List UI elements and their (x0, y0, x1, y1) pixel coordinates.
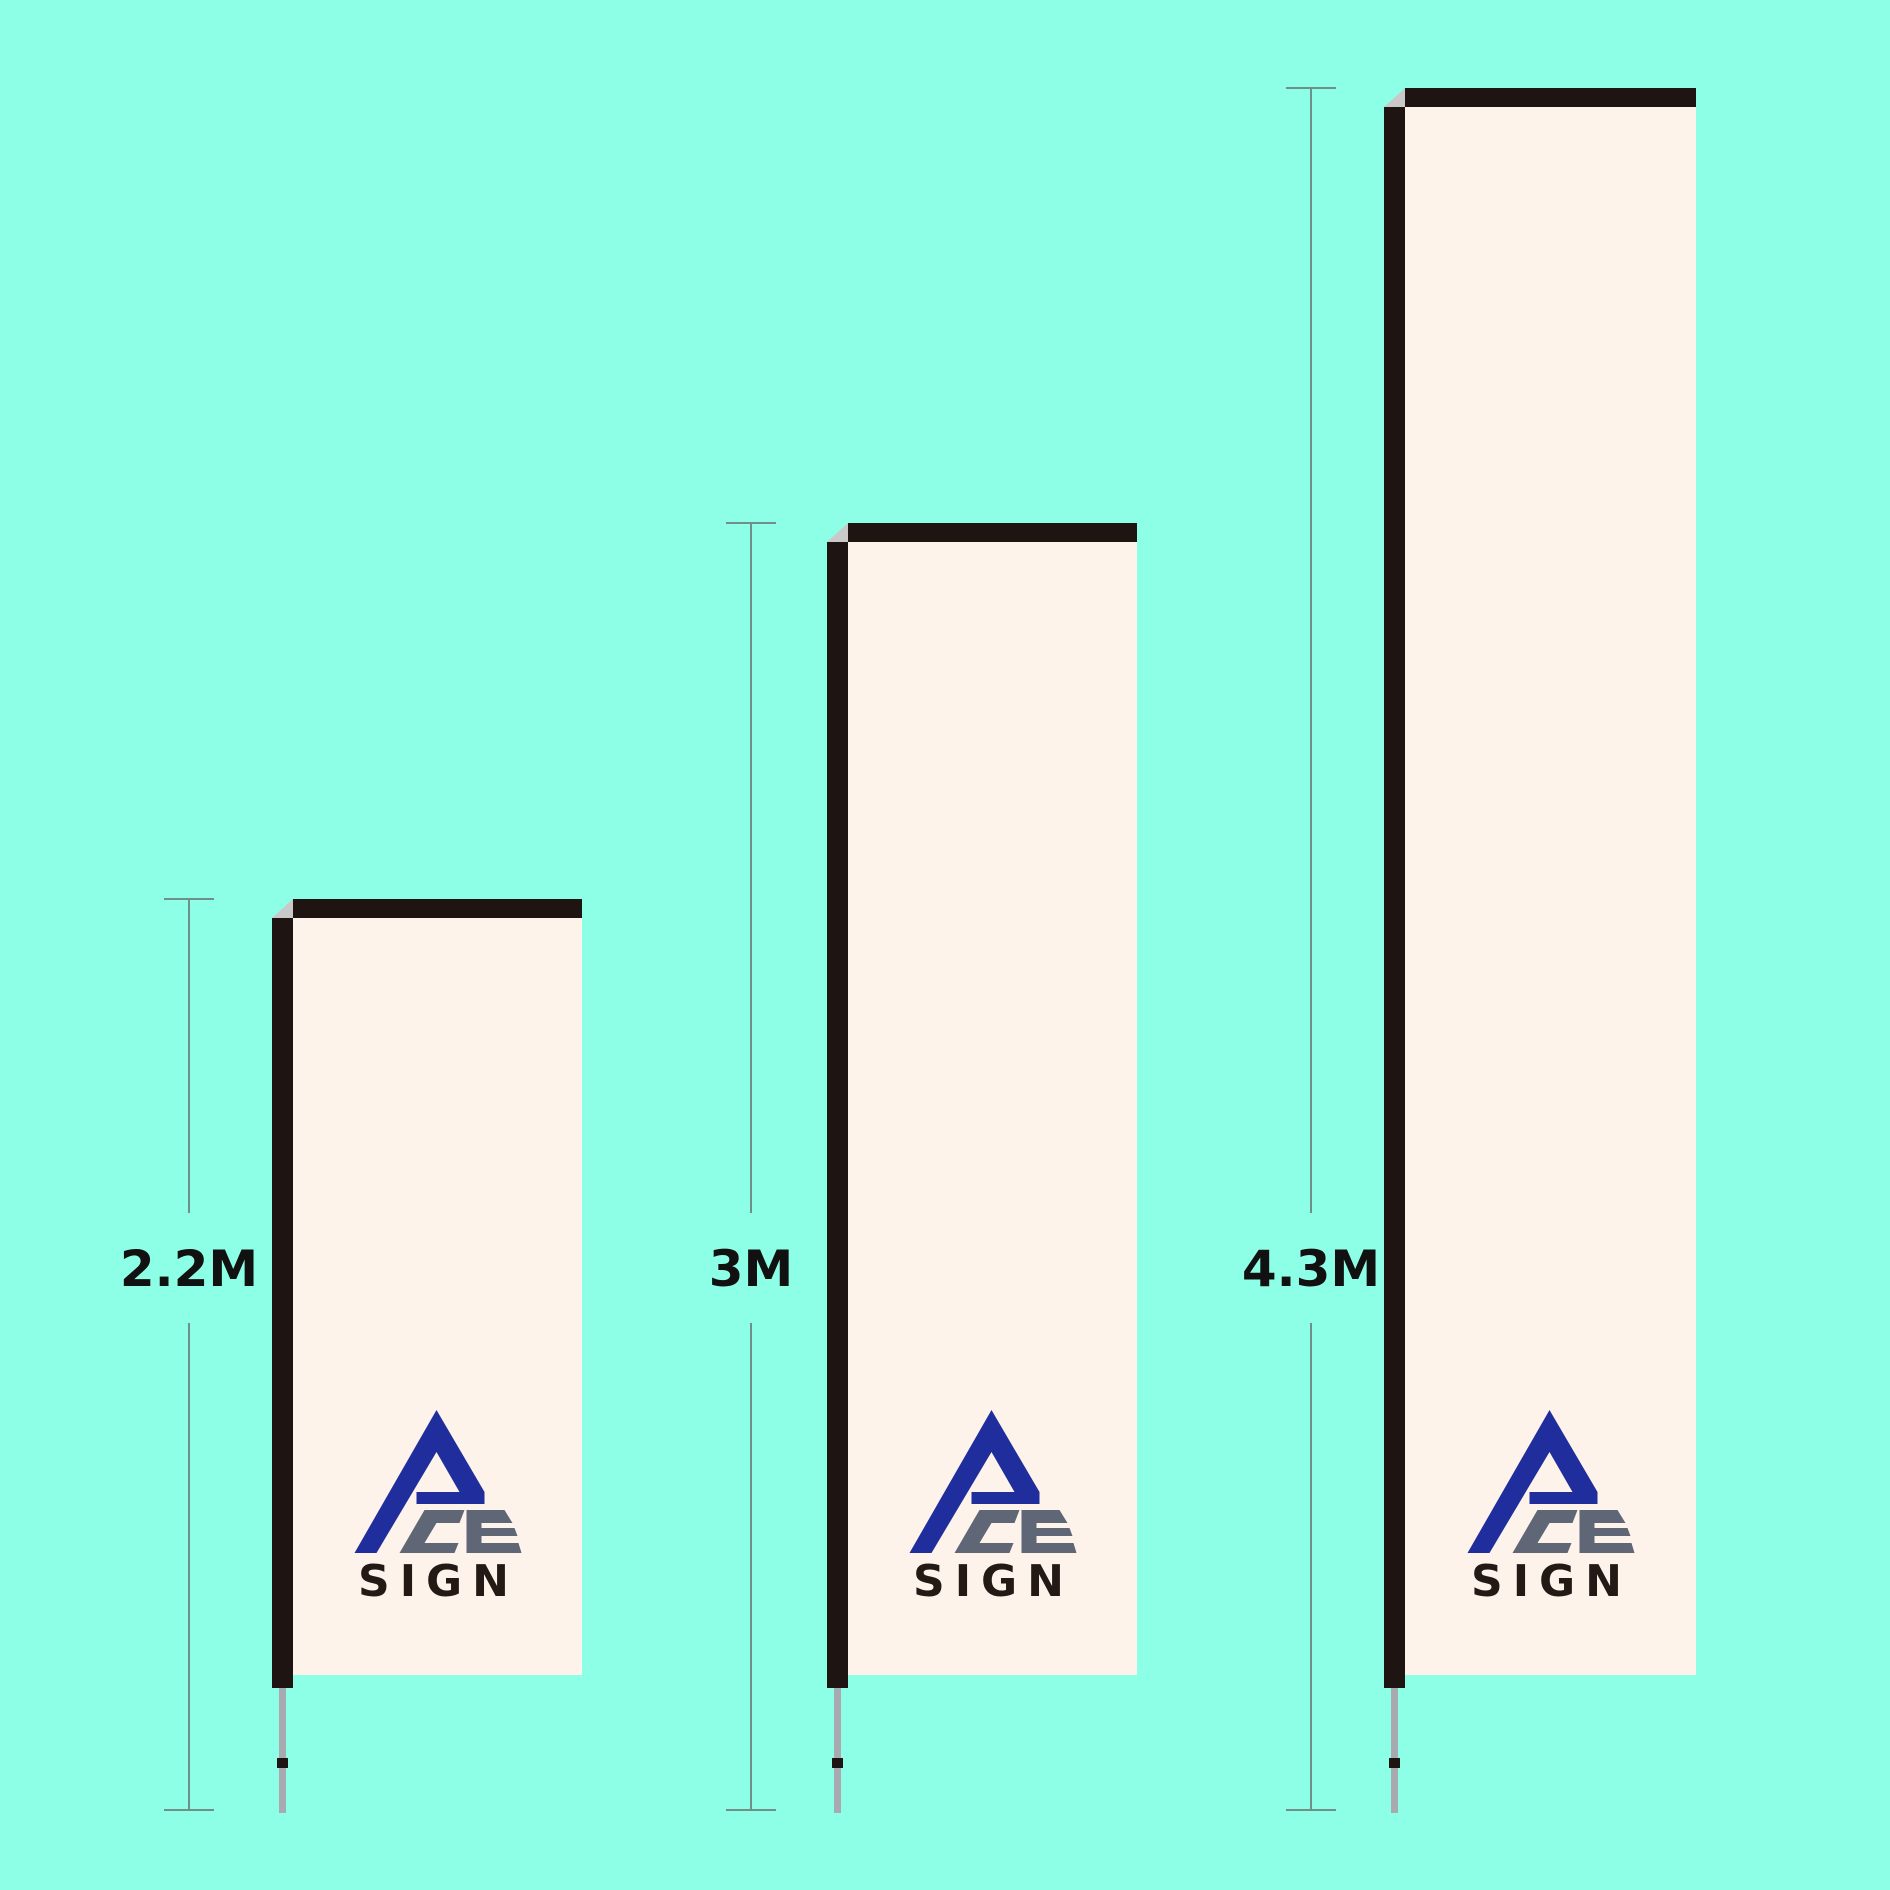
logo-e (466, 1510, 522, 1553)
corner-joint (827, 523, 848, 542)
logo-a-stroke (909, 1410, 1040, 1553)
ground-spike (279, 1688, 286, 1813)
flag-pole (827, 542, 848, 1688)
logo-c (1512, 1510, 1578, 1553)
ground-spike (834, 1688, 841, 1813)
logo-text: SIGN (1471, 1556, 1632, 1607)
logo-e (1579, 1510, 1635, 1553)
height-label: 4.3M (1242, 1240, 1380, 1298)
logo-a-bar (1529, 1492, 1598, 1504)
logo-c (954, 1510, 1020, 1553)
flag-top-bar (293, 899, 582, 918)
logo-text: SIGN (358, 1556, 519, 1607)
spike-stopper (832, 1758, 843, 1768)
logo-a-bar (416, 1492, 485, 1504)
logo-c (399, 1510, 465, 1553)
spike-stopper (277, 1758, 288, 1768)
logo-e (1021, 1510, 1077, 1553)
ace-sign-logo: SIGN (354, 1410, 522, 1607)
logo-a-stroke (1467, 1410, 1598, 1553)
height-label: 2.2M (120, 1240, 258, 1298)
ground-spike (1391, 1688, 1398, 1813)
flag-2: 3M SIGN (709, 522, 1137, 1813)
flag-1: 2.2M SIGN (120, 898, 582, 1813)
flag-pole (272, 918, 293, 1688)
ace-sign-logo: SIGN (909, 1410, 1077, 1607)
logo-a-stroke (354, 1410, 485, 1553)
flag-fabric (848, 542, 1137, 1675)
flag-top-bar (848, 523, 1137, 542)
flag-top-bar (1405, 88, 1696, 107)
height-label: 3M (709, 1240, 794, 1298)
logo-text: SIGN (913, 1556, 1074, 1607)
corner-joint (272, 899, 293, 918)
logo-a-bar (971, 1492, 1040, 1504)
corner-joint (1384, 88, 1405, 107)
flag-pole (1384, 107, 1405, 1688)
ace-sign-logo: SIGN (1467, 1410, 1635, 1607)
flag-3: 4.3M SIGN (1242, 87, 1696, 1813)
spike-stopper (1389, 1758, 1400, 1768)
